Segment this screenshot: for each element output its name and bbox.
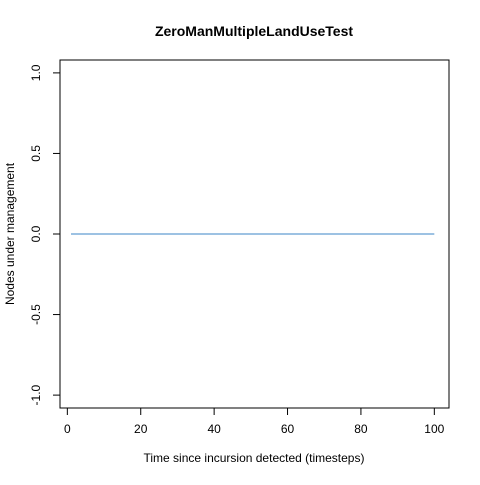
- x-tick-label: 0: [64, 422, 71, 436]
- y-tick-label: 0.5: [29, 145, 43, 162]
- y-tick-label: -0.5: [29, 304, 43, 325]
- x-tick-label: 40: [207, 422, 221, 436]
- y-axis-label: Nodes under management: [3, 162, 17, 305]
- y-tick-label: 0.0: [29, 225, 43, 242]
- x-tick-label: 60: [281, 422, 295, 436]
- chart-title: ZeroManMultipleLandUseTest: [155, 23, 353, 39]
- x-tick-label: 20: [134, 422, 148, 436]
- y-tick-label: 1.0: [29, 64, 43, 81]
- x-tick-label: 100: [424, 422, 444, 436]
- y-tick-label: -1.0: [29, 384, 43, 405]
- x-axis-label: Time since incursion detected (timesteps…: [144, 451, 365, 465]
- x-tick-label: 80: [354, 422, 368, 436]
